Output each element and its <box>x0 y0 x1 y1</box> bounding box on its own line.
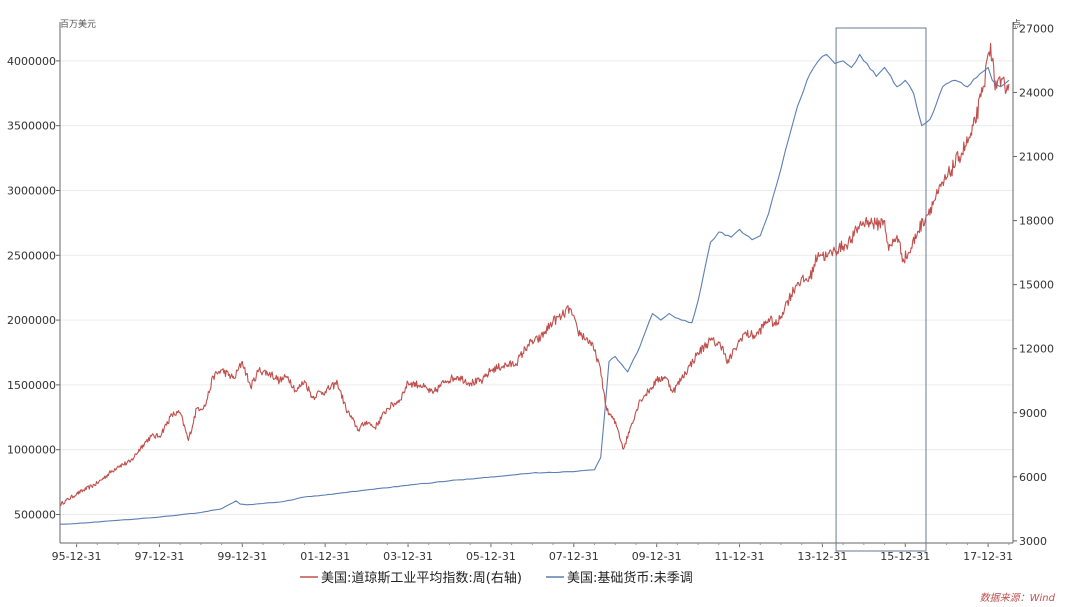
right-axis: 3000 6000 9000 12000 15000 18000 21000 24000 270… <box>1012 22 1054 548</box>
x-tick-label: 99-12-31 <box>217 550 267 563</box>
x-tick-label: 11-12-31 <box>715 550 765 563</box>
source-note: 数据来源：Wind <box>980 592 1056 604</box>
highlight-box <box>835 27 927 552</box>
x-tick-label: 05-12-31 <box>466 550 516 563</box>
right-tick-label: 15000 <box>1019 279 1054 292</box>
x-tick-label: 17-12-31 <box>963 550 1013 563</box>
left-tick-label: 2500000 <box>7 249 56 262</box>
series-line-dow <box>59 42 1010 507</box>
x-tick-label: 97-12-31 <box>134 550 184 563</box>
right-tick-label: 27000 <box>1019 22 1054 35</box>
right-tick-label: 24000 <box>1019 86 1054 99</box>
right-tick-label: 18000 <box>1019 215 1054 228</box>
x-tick-label: 07-12-31 <box>549 550 599 563</box>
legend-dow-label: 美国:道琼斯工业平均指数:周(右轴) <box>321 571 522 586</box>
left-axis: 500000 1000000 1500000 2000000 2500000 300000… <box>7 22 61 543</box>
x-tick-label: 01-12-31 <box>300 550 350 563</box>
gridlines <box>60 60 1013 515</box>
left-tick-label: 3500000 <box>7 120 56 133</box>
left-tick-label: 1000000 <box>7 444 56 457</box>
left-tick-label: 3000000 <box>7 184 56 197</box>
left-tick-label: 1500000 <box>7 379 56 392</box>
series-line-base-money <box>60 53 1010 525</box>
x-tick-label: 09-12-31 <box>632 550 682 563</box>
legend: 美国:道琼斯工业平均指数:周(右轴) 美国:基础货币:未季调 <box>300 570 693 586</box>
right-tick-label: 12000 <box>1019 343 1054 356</box>
x-tick-label: 03-12-31 <box>383 550 433 563</box>
left-tick-label: 2000000 <box>7 314 56 327</box>
series-layer <box>59 42 1010 525</box>
right-tick-label: 21000 <box>1019 151 1054 164</box>
right-tick-label: 9000 <box>1019 407 1047 420</box>
left-tick-label: 500000 <box>14 508 56 521</box>
legend-base-label: 美国:基础货币:未季调 <box>567 570 693 586</box>
left-tick-label: 4000000 <box>7 55 56 68</box>
x-tick-label: 13-12-31 <box>797 550 847 563</box>
right-tick-label: 6000 <box>1019 471 1047 484</box>
x-axis: 95-12-31 97-12-31 99-12-31 01-12-31 03-12-31… <box>52 542 1013 563</box>
left-axis-unit: 百万美元 <box>60 18 96 30</box>
x-tick-label: 15-12-31 <box>880 550 930 563</box>
right-tick-label: 3000 <box>1019 535 1047 548</box>
x-tick-label: 95-12-31 <box>52 550 102 563</box>
right-axis-unit: 点 <box>1012 19 1021 30</box>
